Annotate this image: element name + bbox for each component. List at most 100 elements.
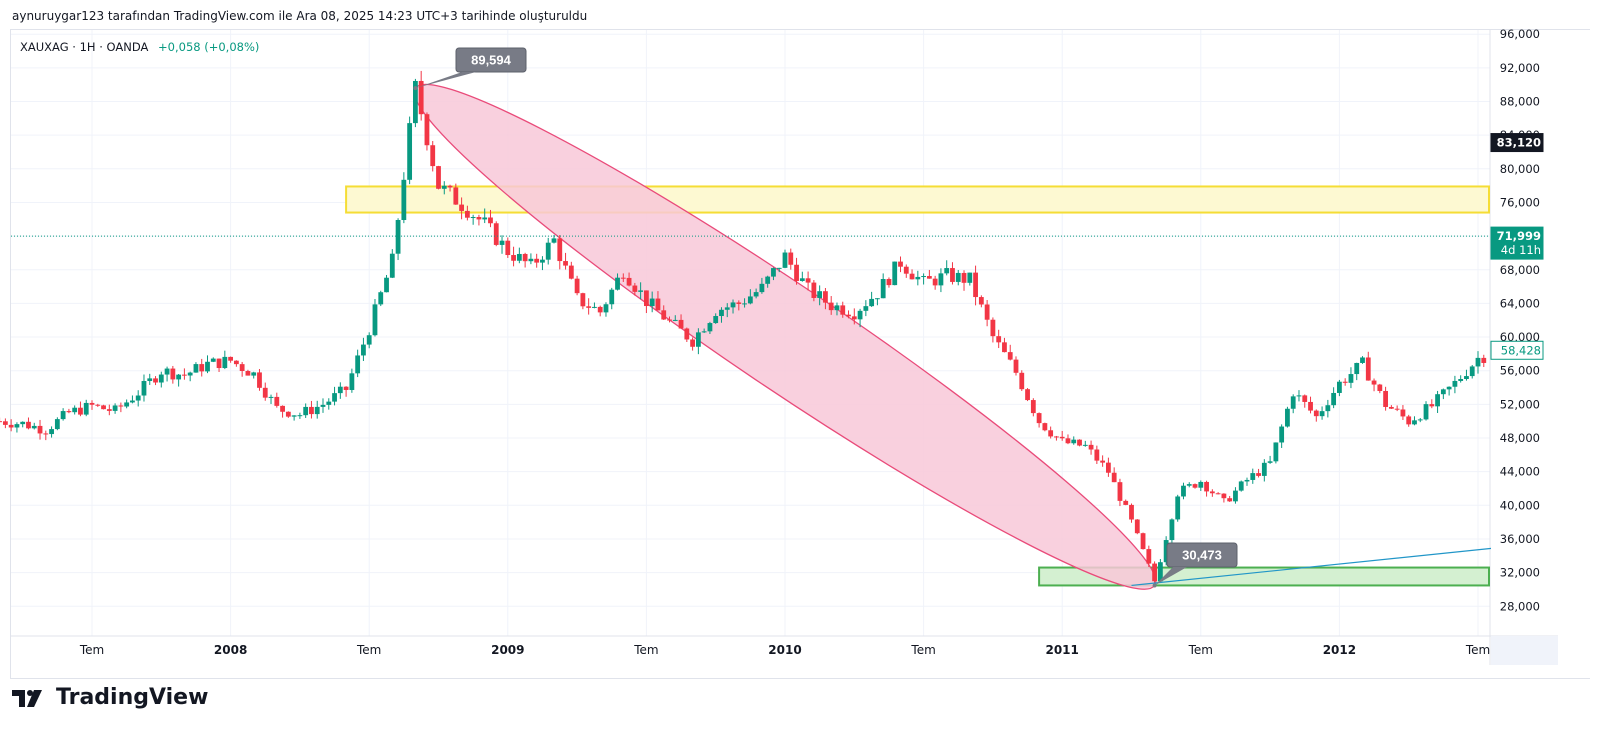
candle-down [89, 402, 95, 405]
candle-down [1059, 436, 1065, 439]
secondary-price-label-bg [1490, 340, 1544, 360]
candle-down [1123, 500, 1129, 505]
candle-down [1013, 359, 1019, 373]
candle-up [615, 277, 620, 290]
candle-up [776, 267, 782, 269]
candle-down [973, 272, 978, 298]
candle-up [326, 401, 332, 405]
candle-up [332, 393, 337, 402]
price-tick-label: 76,000 [1500, 195, 1540, 209]
candle-up [1296, 395, 1302, 397]
candle-down [811, 282, 817, 298]
candle-up [54, 419, 60, 430]
candle-down [1025, 389, 1030, 401]
candle-down [1117, 482, 1123, 501]
price-tick-label: 60,000 [1500, 330, 1540, 344]
candle-up [730, 302, 736, 308]
candle-up [672, 319, 678, 321]
symbol-legend[interactable]: XAUXAG · 1H · OANDA +0,058 (+0,08%) [20, 40, 259, 54]
candle-down [280, 405, 285, 412]
candle-down [66, 411, 72, 413]
candle-down [1054, 436, 1059, 438]
candle-down [1134, 519, 1140, 534]
candle-down [1106, 462, 1111, 473]
candle-down [1007, 352, 1013, 360]
candle-down [199, 364, 205, 372]
candle-up [1417, 419, 1423, 421]
candle-down [851, 316, 857, 320]
candle-up [395, 220, 401, 254]
candle-down [1100, 460, 1106, 463]
price-tick-label: 64,000 [1500, 296, 1540, 310]
time-tick-label: Tem [356, 643, 381, 657]
candle-down [239, 364, 245, 371]
price-tick-label: 88,000 [1500, 95, 1540, 109]
candle-up [14, 424, 20, 428]
candle-down [476, 217, 482, 220]
candle-down [626, 277, 632, 286]
candle-down [932, 278, 938, 286]
high-callout: 89,594 [415, 47, 527, 89]
candle-up [719, 309, 724, 317]
candle-up [303, 406, 309, 416]
chart-frame[interactable] [10, 29, 1590, 679]
candle-down [1256, 473, 1261, 476]
price-tick-label: 52,000 [1500, 397, 1540, 411]
candle-up [747, 296, 753, 304]
candle-down [1302, 395, 1308, 402]
candle-up [707, 323, 713, 332]
candle-up [1285, 408, 1290, 427]
candle-down [1042, 423, 1048, 431]
price-tick-label: 36,000 [1500, 532, 1540, 546]
price-tick-label: 80,000 [1500, 162, 1540, 176]
candle-down [424, 114, 430, 146]
last-price-label-countdown: 4d 11h [1501, 243, 1541, 257]
candle-up [915, 276, 921, 280]
price-tick-label: 32,000 [1500, 566, 1540, 580]
candle-up [695, 332, 701, 347]
candle-up [378, 292, 384, 305]
price-tick-label: 28,000 [1500, 599, 1540, 613]
candle-down [233, 360, 239, 365]
candle-down [580, 293, 586, 307]
candle-up [551, 238, 557, 243]
candle-up [124, 402, 130, 407]
candle-up [771, 268, 776, 277]
candle-up [1435, 394, 1440, 407]
candle-up [164, 368, 170, 375]
candle-down [644, 290, 649, 307]
price-tick-label: 44,000 [1500, 465, 1540, 479]
candle-down [1371, 380, 1377, 385]
candle-up [528, 258, 534, 262]
candle-up [1157, 562, 1163, 582]
candle-up [355, 355, 361, 374]
candle-up [314, 406, 320, 415]
marked-price-label-bg [1490, 133, 1544, 153]
candle-down [285, 411, 291, 417]
candle-up [291, 415, 297, 417]
candle-down [1129, 504, 1134, 520]
candle-up [31, 425, 37, 429]
candle-up [592, 306, 597, 308]
candle-down [1036, 413, 1042, 424]
candle-down [1383, 390, 1388, 407]
price-tick-label: 56,000 [1500, 364, 1540, 378]
candle-down [574, 278, 580, 294]
tradingview-brand[interactable]: TradingView [12, 685, 208, 710]
candle-up [875, 298, 880, 300]
candle-down [262, 387, 268, 398]
candle-up [268, 396, 274, 398]
candle-up [1186, 484, 1192, 486]
candle-down [511, 255, 516, 261]
high-callout-bg [455, 47, 527, 73]
candle-up [713, 316, 719, 324]
candle-up [892, 261, 898, 286]
candle-up [83, 402, 89, 415]
candle-up [1440, 389, 1446, 395]
candle-up [880, 279, 886, 299]
candle-down [95, 404, 101, 406]
candle-down [1400, 409, 1406, 417]
candle-up [1198, 481, 1204, 488]
candle-up [499, 240, 505, 245]
